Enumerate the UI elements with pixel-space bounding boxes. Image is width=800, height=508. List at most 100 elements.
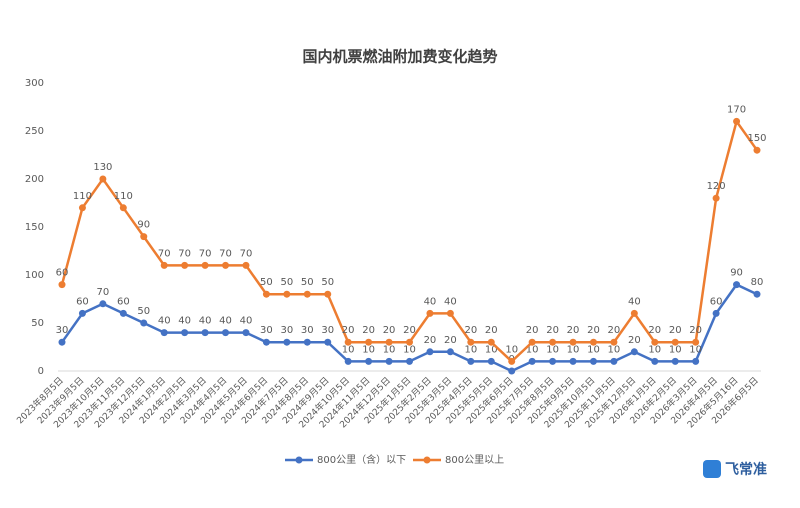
- data-label: 50: [321, 277, 334, 288]
- data-label: 10: [485, 344, 498, 355]
- data-point: [242, 261, 250, 269]
- data-label: 10: [648, 344, 661, 355]
- data-label: 60: [56, 268, 69, 279]
- data-label: 60: [117, 296, 130, 307]
- data-point: [651, 357, 659, 365]
- data-label: 10: [608, 344, 621, 355]
- data-label: 50: [137, 306, 150, 317]
- data-label: 10: [689, 344, 702, 355]
- data-point: [78, 204, 86, 212]
- data-point: [467, 338, 475, 346]
- data-point: [160, 261, 168, 269]
- data-point: [508, 357, 516, 365]
- data-point: [242, 329, 250, 337]
- data-point: [181, 261, 189, 269]
- data-point: [385, 338, 393, 346]
- data-point: [426, 309, 434, 317]
- y-tick-label: 50: [31, 318, 44, 329]
- data-label: 10: [505, 344, 518, 355]
- data-label: 20: [444, 335, 457, 346]
- data-point: [630, 309, 638, 317]
- data-label: 20: [424, 335, 437, 346]
- data-label: 20: [587, 325, 600, 336]
- data-point: [119, 204, 127, 212]
- data-label: 30: [280, 325, 293, 336]
- data-point: [140, 233, 148, 241]
- data-label: 20: [464, 325, 477, 336]
- data-label: 60: [76, 296, 89, 307]
- data-point: [262, 338, 270, 346]
- data-label: 110: [114, 191, 133, 202]
- data-point: [487, 357, 495, 365]
- data-point: [549, 357, 557, 365]
- y-tick-label: 300: [25, 78, 44, 89]
- legend-label: 800公里以上: [445, 454, 504, 466]
- data-point: [508, 367, 516, 375]
- data-point: [733, 281, 741, 289]
- data-point: [671, 338, 679, 346]
- data-label: 30: [301, 325, 314, 336]
- data-label: 10: [546, 344, 559, 355]
- data-point: [753, 146, 761, 154]
- data-label: 40: [219, 316, 232, 327]
- y-tick-label: 250: [25, 126, 44, 137]
- data-point: [58, 338, 66, 346]
- data-point: [610, 357, 618, 365]
- data-point: [406, 357, 413, 365]
- data-label: 60: [710, 296, 723, 307]
- data-point: [753, 290, 761, 298]
- y-tick-label: 200: [25, 174, 44, 185]
- data-label: 90: [730, 268, 743, 279]
- data-point: [712, 194, 720, 202]
- data-point: [303, 338, 311, 346]
- data-label: 10: [403, 344, 416, 355]
- logo-icon: [703, 460, 721, 478]
- data-label: 30: [321, 325, 334, 336]
- data-point: [671, 357, 679, 365]
- data-label: 10: [342, 344, 355, 355]
- data-label: 20: [648, 325, 661, 336]
- data-point: [222, 329, 230, 337]
- data-point: [119, 309, 127, 317]
- data-point: [467, 357, 475, 365]
- data-label: 20: [608, 325, 621, 336]
- data-label: 10: [587, 344, 600, 355]
- y-tick-label: 100: [25, 270, 44, 281]
- data-point: [201, 329, 209, 337]
- data-point: [528, 357, 536, 365]
- data-point: [528, 338, 536, 346]
- data-point: [160, 329, 168, 337]
- data-point: [630, 348, 638, 356]
- data-label: 10: [464, 344, 477, 355]
- data-label: 90: [137, 220, 150, 231]
- data-label: 70: [158, 248, 171, 259]
- data-label: 50: [280, 277, 293, 288]
- chart-title: 国内机票燃油附加费变化趋势: [302, 48, 497, 66]
- data-label: 20: [628, 335, 641, 346]
- data-label: 20: [342, 325, 355, 336]
- data-label: 20: [669, 325, 682, 336]
- data-label: 70: [178, 248, 191, 259]
- data-point: [569, 357, 577, 365]
- data-label: 40: [158, 316, 171, 327]
- data-point: [406, 338, 413, 346]
- data-label: 20: [567, 325, 580, 336]
- data-label: 20: [689, 325, 702, 336]
- data-label: 170: [727, 104, 746, 115]
- data-label: 50: [260, 277, 273, 288]
- data-point: [283, 290, 291, 298]
- data-label: 70: [240, 248, 253, 259]
- data-label: 70: [97, 287, 110, 298]
- data-label: 40: [424, 296, 437, 307]
- data-label: 40: [178, 316, 191, 327]
- data-point: [549, 338, 557, 346]
- data-label: 20: [383, 325, 396, 336]
- data-label: 40: [444, 296, 457, 307]
- data-label: 10: [669, 344, 682, 355]
- data-label: 150: [747, 133, 766, 144]
- data-point: [58, 281, 66, 289]
- data-point: [324, 290, 332, 298]
- data-label: 20: [526, 325, 539, 336]
- data-point: [365, 338, 373, 346]
